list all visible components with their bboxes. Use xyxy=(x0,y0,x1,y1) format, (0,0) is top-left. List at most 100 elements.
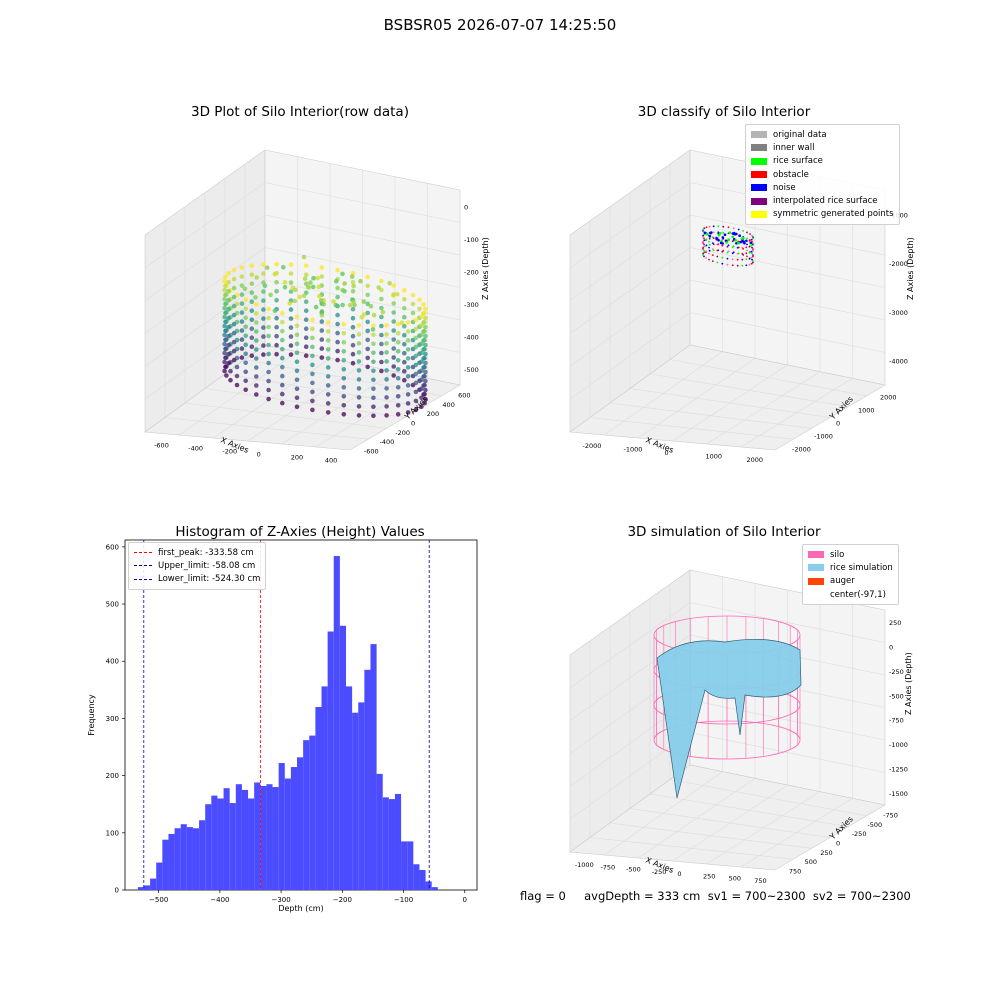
raw-data-point xyxy=(379,323,384,329)
panel1-ytick: 0 xyxy=(411,420,415,428)
classified-point xyxy=(705,250,708,253)
classified-point xyxy=(702,254,704,256)
raw-data-point xyxy=(395,331,401,336)
raw-data-point xyxy=(402,341,407,347)
panel1-ztick: -100 xyxy=(464,236,479,244)
raw-data-point xyxy=(391,301,397,306)
raw-data-point xyxy=(402,359,407,365)
histogram-bar xyxy=(394,793,402,890)
classified-point xyxy=(702,242,704,244)
raw-data-point xyxy=(274,279,279,285)
histogram-bar xyxy=(143,885,151,890)
histogram-bar xyxy=(235,784,242,890)
histogram-title: Histogram of Z-Axies (Height) Values xyxy=(175,524,425,540)
raw-data-point xyxy=(405,338,411,343)
raw-data-point xyxy=(410,310,416,316)
panel1-xtick: 200 xyxy=(291,454,303,462)
classified-point xyxy=(745,264,748,267)
classified-point xyxy=(703,239,706,242)
raw-data-point xyxy=(249,272,255,277)
legend-label: obstacle xyxy=(773,169,809,180)
legend-swatch xyxy=(751,131,767,139)
classified-point xyxy=(705,257,707,259)
raw-data-point xyxy=(384,404,389,409)
raw-data-point xyxy=(405,329,411,334)
raw-data-point xyxy=(226,333,231,339)
raw-data-point xyxy=(280,373,285,379)
raw-data-point xyxy=(281,265,286,270)
raw-data-point xyxy=(288,316,294,321)
histogram-bar xyxy=(284,778,291,890)
legend-swatch xyxy=(808,591,824,599)
histogram-bar xyxy=(278,763,285,890)
histogram-legend: first_peak: -333.58 cm Upper_limit: -58.0… xyxy=(128,542,267,590)
raw-data-point xyxy=(325,374,331,379)
raw-data-point xyxy=(274,297,279,303)
raw-data-point xyxy=(261,343,266,348)
raw-data-point xyxy=(341,367,347,372)
panel1-ytick: 400 xyxy=(442,401,454,409)
raw-data-point xyxy=(402,350,407,356)
classified-point xyxy=(748,263,751,266)
raw-data-point xyxy=(319,328,325,333)
classified-point xyxy=(719,231,722,235)
classified-point xyxy=(727,250,730,253)
raw-data-point xyxy=(261,325,266,330)
classified-point xyxy=(708,235,712,238)
histogram-bar xyxy=(156,862,163,890)
panel1-title: 3D Plot of Silo Interior(row data) xyxy=(191,104,409,120)
raw-data-point xyxy=(356,395,362,400)
raw-data-point xyxy=(222,287,227,293)
raw-data-point xyxy=(402,314,407,320)
raw-data-point xyxy=(313,304,319,310)
raw-data-point xyxy=(356,386,362,391)
raw-data-point xyxy=(379,278,384,284)
rice-simulation-surface xyxy=(656,638,802,799)
raw-data-point xyxy=(310,317,315,323)
raw-data-point xyxy=(370,327,376,332)
raw-data-point xyxy=(254,347,259,352)
panel4-legend-item: silo xyxy=(808,548,893,561)
histogram-bar xyxy=(137,887,144,890)
classified-point xyxy=(727,238,730,241)
classified-point xyxy=(703,231,707,235)
raw-data-point xyxy=(365,274,370,280)
panel1-ztick: -400 xyxy=(464,333,479,341)
raw-data-point xyxy=(402,368,407,374)
classified-point xyxy=(752,242,754,244)
raw-data-point xyxy=(242,286,248,292)
classified-point xyxy=(746,243,748,246)
raw-data-point xyxy=(423,315,428,321)
classified-point xyxy=(726,245,729,248)
raw-data-point xyxy=(234,382,240,388)
histogram-bar xyxy=(413,864,420,890)
raw-data-point xyxy=(288,307,294,312)
classified-point xyxy=(702,252,704,255)
raw-data-point xyxy=(231,339,237,345)
classified-point xyxy=(711,260,714,262)
raw-data-point xyxy=(365,364,370,370)
raw-data-point xyxy=(280,319,285,325)
raw-data-point xyxy=(340,287,345,293)
raw-data-point xyxy=(319,274,325,279)
raw-data-point xyxy=(288,352,294,357)
panel2-legend-item: rice surface xyxy=(751,155,894,168)
raw-data-point xyxy=(341,385,347,390)
histogram-ytick-label: 500 xyxy=(106,601,119,609)
panel2-legend-item: noise xyxy=(751,181,894,194)
raw-data-point xyxy=(249,353,255,358)
legend-label: auger xyxy=(830,576,855,587)
raw-data-point xyxy=(335,312,340,318)
raw-data-point xyxy=(395,340,401,345)
raw-data-point xyxy=(234,364,240,370)
raw-data-point xyxy=(419,386,424,392)
raw-data-point xyxy=(365,328,370,334)
raw-data-point xyxy=(391,346,397,351)
panel1-ytick: 200 xyxy=(427,410,439,418)
raw-data-point xyxy=(223,328,228,334)
raw-data-point xyxy=(280,355,285,361)
raw-data-point xyxy=(371,413,376,419)
raw-data-point xyxy=(350,351,356,357)
raw-data-point xyxy=(417,306,422,312)
raw-data-point xyxy=(243,378,248,384)
